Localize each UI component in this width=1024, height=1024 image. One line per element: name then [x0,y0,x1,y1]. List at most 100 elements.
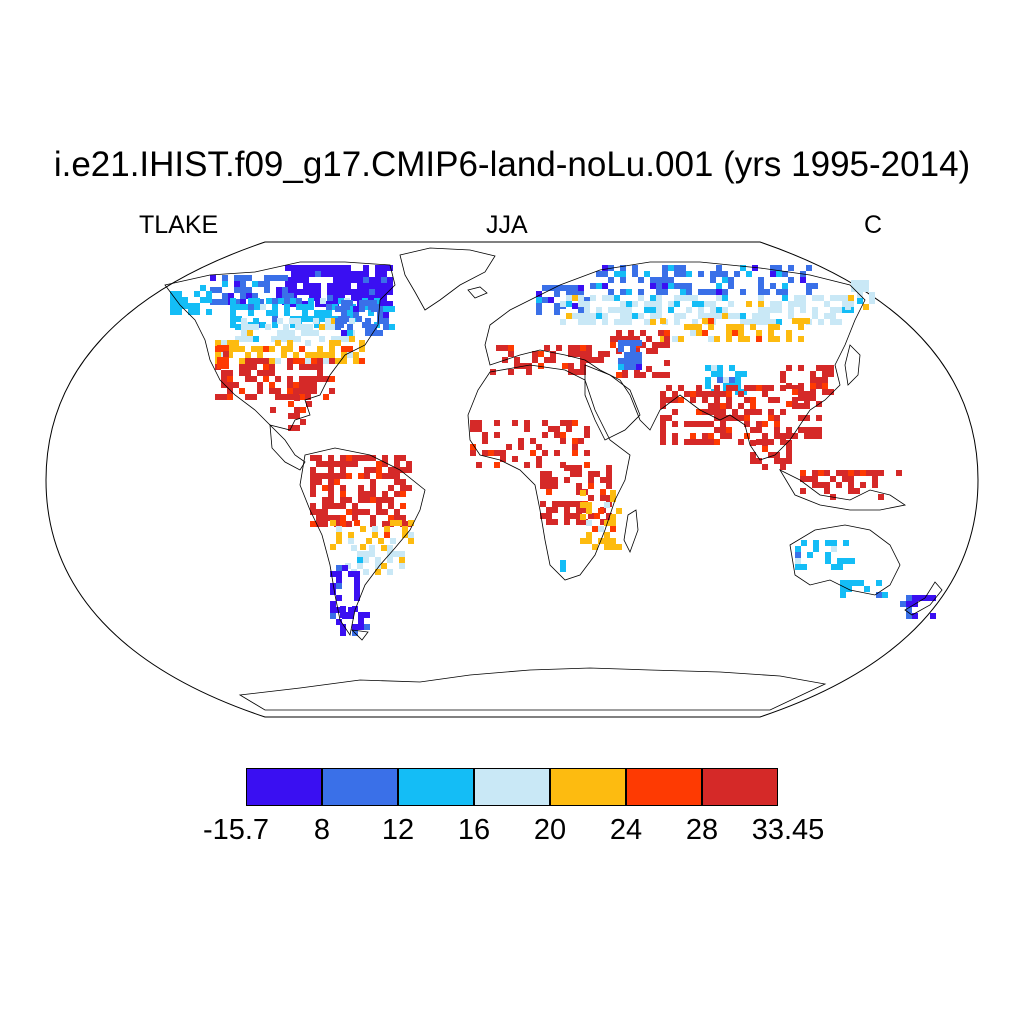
grid-cell [662,271,668,277]
grid-cell [812,295,818,301]
greenland-coast [399,247,496,311]
grid-cell [252,281,258,287]
grid-cell [768,415,774,421]
grid-cell [735,371,741,377]
grid-cell [328,515,334,521]
map-frame [45,241,979,718]
grid-cell [216,287,222,293]
grid-cell [293,352,299,358]
grid-cell [614,319,620,325]
grid-cell [664,360,670,366]
grid-cell [596,307,602,313]
grid-cell [824,301,830,307]
grid-cell [560,420,566,426]
grid-cell [289,318,295,324]
grid-cell [336,595,342,601]
grid-cell [375,277,381,283]
grid-cell [210,275,216,281]
grid-cell [364,624,370,630]
grid-cell [746,319,752,325]
grid-cell [564,507,570,513]
grid-cell [322,497,328,503]
grid-cell [346,521,352,527]
grid-cell [216,299,222,305]
grid-cell [708,318,714,324]
grid-cell [341,358,347,364]
grid-cell [542,450,548,456]
grid-cell [554,450,560,456]
grid-cell [287,382,293,388]
grid-cell [831,564,837,570]
grid-cell [257,370,263,376]
grid-cell [295,324,301,330]
grid-cell [317,358,323,364]
grid-cell [228,293,234,299]
grid-cell [678,397,684,403]
plot-title: i.e21.IHIST.f09_g17.CMIP6-land-noLu.001 … [53,145,971,184]
grid-cell [371,324,377,330]
grid-cell [346,612,352,618]
grid-cell [376,497,382,503]
grid-cell [578,309,584,315]
grid-cell [375,563,381,569]
grid-cell [786,427,792,433]
grid-cell [602,271,608,277]
grid-cell [840,580,846,586]
grid-cell [316,473,322,479]
grid-cell [684,324,690,330]
grid-cell [357,563,363,569]
grid-cell [372,526,378,532]
grid-cell [774,336,780,342]
grid-cell [680,289,686,295]
grid-cell [266,310,272,316]
grid-cell [330,583,336,589]
grid-cell [296,304,302,310]
grid-cell [221,340,227,346]
grid-cell [630,346,636,352]
grid-cell [762,433,768,439]
grid-cell [322,485,328,491]
grid-cell [638,295,644,301]
grid-cell [336,619,342,625]
grid-cell [674,313,680,319]
grid-cell [650,301,656,307]
grid-cell [662,265,668,271]
grid-cell [652,348,658,354]
grid-cell [782,271,788,277]
grid-cell [394,473,400,479]
grid-cell [309,271,315,277]
grid-cell [912,613,918,619]
grid-cell [333,295,339,301]
grid-cell [330,571,336,577]
grid-cell [592,357,598,363]
grid-cell [738,403,744,409]
grid-cell [188,309,194,315]
grid-cell [776,265,782,271]
grid-cell [500,456,506,462]
grid-cell [339,265,345,271]
grid-cell [764,289,770,295]
grid-cell [316,515,322,521]
grid-cell [182,297,188,303]
grid-cell [328,461,334,467]
grid-cell [291,277,297,283]
grid-cell [334,503,340,509]
grid-cell [316,521,322,527]
grid-cell [626,319,632,325]
grid-cell [337,336,343,342]
grid-cell [602,295,608,301]
grid-cell [358,473,364,479]
grid-cell [482,438,488,444]
grid-cell [351,545,357,551]
grid-cell [900,601,906,607]
grid-cell [660,439,666,445]
grid-cell [536,291,542,297]
grid-cell [696,391,702,397]
grid-cell [322,461,328,467]
grid-cell [576,483,582,489]
grid-cell [230,322,236,328]
grid-cell [570,513,576,519]
grid-cell [512,420,518,426]
grid-cell [786,336,792,342]
grid-cell [584,462,590,468]
